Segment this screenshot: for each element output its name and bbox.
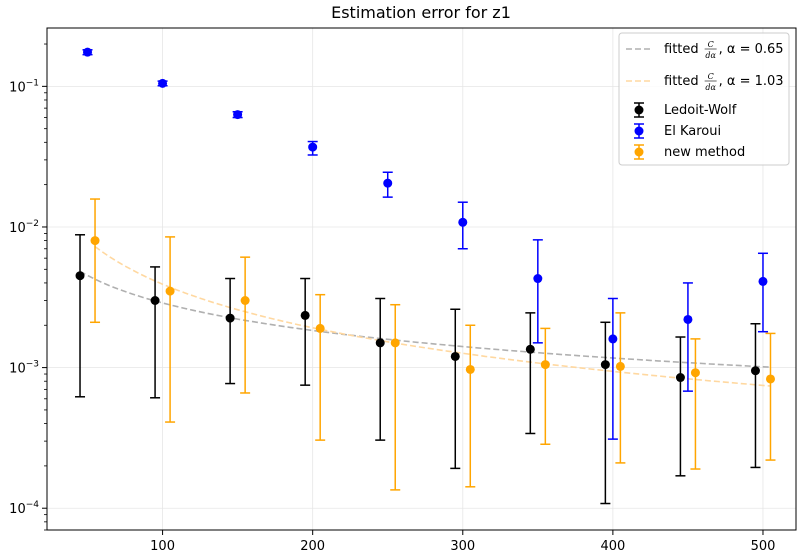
legend-label: new method xyxy=(664,145,745,160)
y-tick-label: 10−3 xyxy=(9,360,39,377)
legend-label: Ledoit-Wolf xyxy=(664,103,737,118)
x-tick-label: 200 xyxy=(300,539,325,554)
x-tick-label: 500 xyxy=(751,539,776,554)
data-point xyxy=(165,286,175,296)
data-point xyxy=(600,360,610,370)
legend-alpha-text: , α = 0.65 xyxy=(719,42,784,57)
legend-item: new method xyxy=(634,144,745,160)
legend-box xyxy=(618,32,790,166)
data-point xyxy=(90,236,100,246)
data-point xyxy=(83,47,93,57)
plot-frame xyxy=(46,27,797,531)
data-point xyxy=(765,374,775,384)
legend-fraction-den: dα xyxy=(705,83,716,92)
legend-label: fitted xyxy=(664,42,699,57)
x-tick-label: 300 xyxy=(450,539,475,554)
data-point xyxy=(675,373,685,383)
data-point xyxy=(465,364,475,374)
data-point xyxy=(758,276,768,286)
data-point xyxy=(233,110,243,120)
y-axis: 10−1 10−2 10−3 10−4 xyxy=(9,43,47,531)
legend-item: El Karoui xyxy=(634,123,721,139)
data-point xyxy=(390,338,400,348)
data-point xyxy=(383,178,393,188)
data-point xyxy=(683,314,693,324)
series-el-karoui xyxy=(82,47,768,440)
data-point xyxy=(615,361,625,371)
data-point xyxy=(75,271,85,281)
legend-fraction-den: dα xyxy=(705,51,716,60)
chart-title: Estimation error for z1 xyxy=(331,3,511,22)
fit-line xyxy=(79,270,771,368)
data-point xyxy=(458,217,468,227)
data-point xyxy=(533,274,543,284)
data-point xyxy=(158,78,168,88)
series-ledoit-wolf xyxy=(75,234,761,505)
x-tick-label: 400 xyxy=(600,539,625,554)
data-point xyxy=(225,313,235,323)
data-point xyxy=(375,338,385,348)
data-point xyxy=(150,296,160,306)
legend-swatch-marker xyxy=(634,147,644,157)
legend-label: El Karoui xyxy=(664,124,721,139)
data-point xyxy=(608,334,618,344)
fit-lines xyxy=(79,245,771,387)
data-point xyxy=(750,366,760,376)
data-point xyxy=(308,142,318,152)
legend-fraction-num: C xyxy=(708,72,714,81)
x-axis: 100 200 300 400 500 xyxy=(150,530,775,554)
y-tick-label: 10−4 xyxy=(9,500,39,517)
data-point xyxy=(240,296,250,306)
data-point xyxy=(315,323,325,333)
legend-label: fitted xyxy=(664,74,699,89)
data-point xyxy=(540,360,550,370)
legend-item: fitted Cdα, α = 1.03 xyxy=(626,72,784,92)
legend-swatch-marker xyxy=(634,126,644,136)
legend-alpha-text: , α = 1.03 xyxy=(719,74,784,89)
x-tick-label: 100 xyxy=(150,539,175,554)
legend-swatch-marker xyxy=(634,105,644,115)
fit-line xyxy=(94,245,771,387)
legend-item: fitted Cdα, α = 0.65 xyxy=(626,40,784,60)
legend-fraction-num: C xyxy=(708,40,714,49)
data-point xyxy=(450,351,460,361)
series-new-method xyxy=(90,198,776,491)
y-tick-label: 10−2 xyxy=(9,219,39,236)
y-tick-label: 10−1 xyxy=(9,78,39,95)
data-point xyxy=(300,310,310,320)
data-point xyxy=(690,368,700,378)
data-point xyxy=(525,344,535,354)
series-layer xyxy=(75,47,776,505)
legend-item: Ledoit-Wolf xyxy=(634,102,737,118)
